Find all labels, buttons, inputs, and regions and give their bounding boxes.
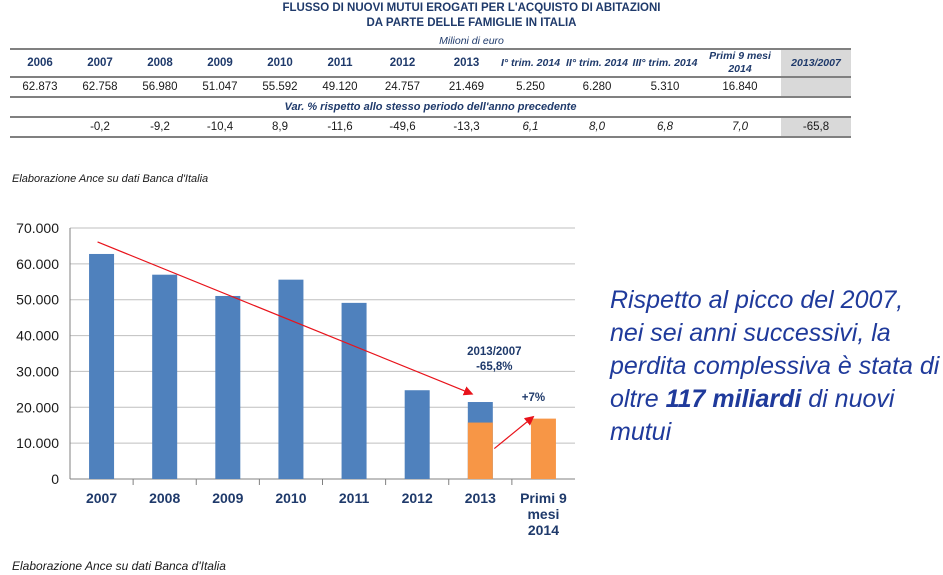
table-title: FLUSSO DI NUOVI MUTUI EROGATI PER L'ACQU… [282,2,661,14]
y-tick-label: 50.000 [16,292,59,308]
pct-cell: -0,2 [70,117,130,138]
x-tick-label: Primi 9 [520,490,567,506]
mortgage-table: 2006 2007 2008 2009 2010 2011 2012 2013 … [10,48,851,138]
bar-blue [89,253,115,479]
y-tick-label: 30.000 [16,363,59,379]
header-cell: 2012 [370,48,435,78]
summary-text: Rispetto al picco del 2007, nei sei anni… [610,284,940,449]
table-subtitle: DA PARTE DELLE FAMIGLIE IN ITALIA [366,17,577,29]
bar-blue [278,279,304,479]
bar-blue [341,302,367,479]
header-cell: 2013 [435,48,498,78]
values-row: 62.873 62.758 56.980 51.047 55.592 49.12… [10,77,851,98]
growth-arrow [493,415,535,450]
pct-cell: 7,0 [699,117,781,138]
y-tick-label: 10.000 [16,435,59,451]
pct-cell: -49,6 [370,117,435,138]
header-cell: 2008 [130,48,190,78]
pct-cell: 6,8 [631,117,699,138]
value-cell [781,77,851,98]
x-tick-label: 2008 [149,490,180,506]
summary-text-part2: di nuovi mutui [610,385,895,446]
summary-text-part1: Rispetto al picco del 2007, nei sei anni… [610,286,940,413]
value-cell: 62.873 [10,77,70,98]
bar-blue [215,295,241,479]
value-cell: 51.047 [190,77,250,98]
y-tick-label: 20.000 [16,399,59,415]
header-cell: 2006 [10,48,70,78]
x-tick-label: 2012 [402,490,433,506]
x-tick-label: 2007 [86,490,117,506]
value-cell: 55.592 [250,77,310,98]
pct-cell: -13,3 [435,117,498,138]
pct-cell: 8,9 [250,117,310,138]
header-cell: II° trim. 2014 [563,48,631,78]
value-cell: 5.250 [498,77,563,98]
bar-blue [404,390,430,479]
value-cell: 24.757 [370,77,435,98]
bar-orange [467,422,493,479]
pct-cell: 6,1 [498,117,563,138]
pct-cell [10,117,70,138]
ratio-annotation: 2013/2007 [467,346,521,358]
value-cell: 49.120 [310,77,370,98]
pct-cell: -65,8 [781,117,851,138]
header-cell: 2011 [310,48,370,78]
value-cell: 6.280 [563,77,631,98]
header-cell: Primi 9 mesi 2014 [699,48,781,78]
chart-source: Elaborazione Ance su dati Banca d'Italia [12,559,226,573]
header-cell: 2007 [70,48,130,78]
summary-text-bold: 117 miliardi [665,385,802,413]
x-tick-label: 2009 [212,490,243,506]
y-tick-label: 60.000 [16,256,59,272]
value-cell: 5.310 [631,77,699,98]
header-cell: 2009 [190,48,250,78]
x-tick-label: 2011 [339,490,370,506]
pct-cell: -9,2 [130,117,190,138]
header-cell: 2010 [250,48,310,78]
ratio-annotation: -65,8% [476,361,512,373]
pct-cell: 8,0 [563,117,631,138]
value-cell: 21.469 [435,77,498,98]
header-cell: III° trim. 2014 [631,48,699,78]
x-tick-label: 2010 [275,490,306,506]
header-cell: I° trim. 2014 [498,48,563,78]
bar-blue [152,274,178,479]
x-tick-label: mesi [527,506,559,522]
pct-cell: -11,6 [310,117,370,138]
x-tick-label: 2013 [465,490,496,506]
table-source: Elaborazione Ance su dati Banca d'Italia [12,173,209,185]
header-cell: 2013/2007 [781,48,851,78]
pct-cell: -10,4 [190,117,250,138]
value-cell: 56.980 [130,77,190,98]
value-cell: 62.758 [70,77,130,98]
y-tick-label: 70.000 [16,220,59,236]
x-tick-label: 2014 [528,522,559,538]
var-label-row: Var. % rispetto allo stesso periodo dell… [10,97,851,118]
value-cell: 16.840 [699,77,781,98]
trend-arrow [97,241,474,396]
y-tick-label: 40.000 [16,328,59,344]
growth-annotation: +7% [522,392,545,404]
table-units: Milioni di euro [439,35,504,47]
pct-row: -0,2 -9,2 -10,4 8,9 -11,6 -49,6 -13,3 6,… [10,117,851,138]
y-tick-label: 0 [51,471,59,487]
bar-orange [530,418,556,479]
var-label: Var. % rispetto allo stesso periodo dell… [10,97,851,118]
header-row: 2006 2007 2008 2009 2010 2011 2012 2013 … [10,48,851,78]
